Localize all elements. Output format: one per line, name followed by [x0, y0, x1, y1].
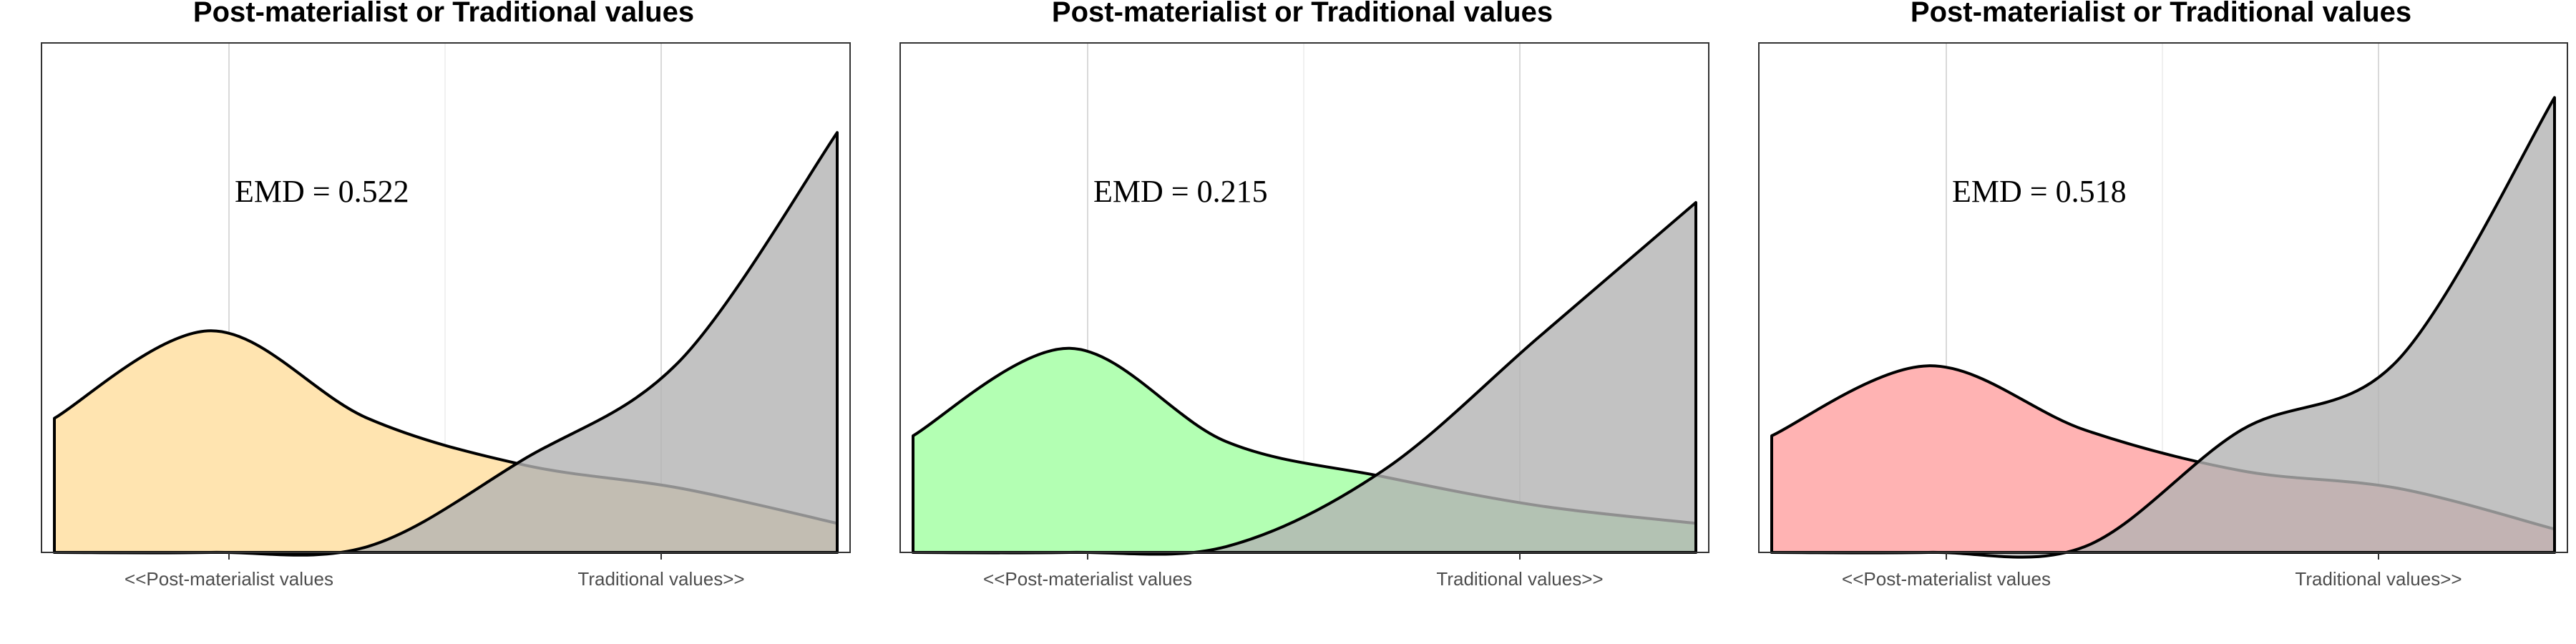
panel-3-emd-annotation: EMD = 0.518 [1952, 174, 2127, 209]
panel-1-emd-annotation: EMD = 0.522 [235, 174, 409, 209]
panel-3-plot: EMD = 0.518 <<Post-materialist values Tr… [1758, 42, 2568, 590]
panel-1-frame [41, 42, 851, 553]
panel-2-frame [899, 42, 1709, 553]
panel-3-title: Post-materialist or Traditional values [1911, 0, 2411, 28]
panel-1-tick-label-left: <<Post-materialist values [125, 568, 333, 590]
panel-3-tick-label-left: <<Post-materialist values [1842, 568, 2051, 590]
panel-2-tick-label-left: <<Post-materialist values [983, 568, 1192, 590]
panel-2-title: Post-materialist or Traditional values [1052, 0, 1553, 28]
panel-3: Post-materialist or Traditional values E… [1758, 0, 2568, 590]
panel-2-tick-label-right: Traditional values>> [1436, 568, 1603, 590]
panel-3-frame [1758, 42, 2568, 553]
panel-2-emd-annotation: EMD = 0.215 [1093, 174, 1268, 209]
panel-2-plot: EMD = 0.215 <<Post-materialist values Tr… [899, 42, 1709, 590]
panel-1-plot: EMD = 0.522 <<Post-materialist values Tr… [41, 42, 851, 590]
panel-3-tick-label-right: Traditional values>> [2295, 568, 2462, 590]
panel-1: Post-materialist or Traditional values E… [41, 0, 851, 590]
panel-2: Post-materialist or Traditional values E… [899, 0, 1709, 590]
panel-1-title: Post-materialist or Traditional values [193, 0, 694, 28]
panel-1-tick-label-right: Traditional values>> [577, 568, 744, 590]
